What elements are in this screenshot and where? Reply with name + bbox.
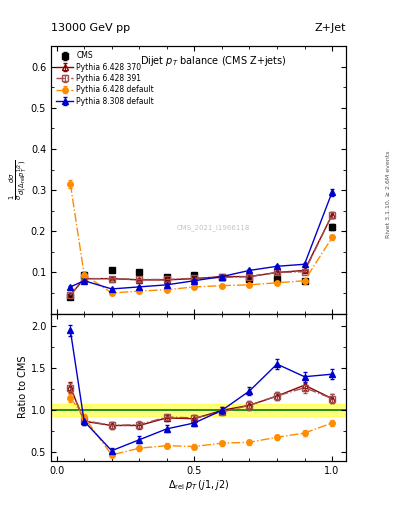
Text: Z+Jet: Z+Jet [314,23,346,33]
Text: Rivet 3.1.10, ≥ 2.6M events: Rivet 3.1.10, ≥ 2.6M events [386,151,391,238]
Y-axis label: Ratio to CMS: Ratio to CMS [18,356,28,418]
Text: Dijet $p_T$ balance (CMS Z+jets): Dijet $p_T$ balance (CMS Z+jets) [140,54,286,68]
Text: CMS_2021_I1966118: CMS_2021_I1966118 [176,225,250,231]
Bar [51,404,346,416]
Text: 13000 GeV pp: 13000 GeV pp [51,23,130,33]
Legend: CMS, Pythia 6.428 370, Pythia 6.428 391, Pythia 6.428 default, Pythia 8.308 defa: CMS, Pythia 6.428 370, Pythia 6.428 391,… [55,50,156,107]
Y-axis label: $\frac{1}{\sigma}\frac{d\sigma}{d(\Delta_\mathrm{rel}p_T^{1/2})}$: $\frac{1}{\sigma}\frac{d\sigma}{d(\Delta… [7,159,29,200]
X-axis label: $\Delta_\mathrm{rel}\,p_T\,(j1,j2)$: $\Delta_\mathrm{rel}\,p_T\,(j1,j2)$ [168,478,229,493]
